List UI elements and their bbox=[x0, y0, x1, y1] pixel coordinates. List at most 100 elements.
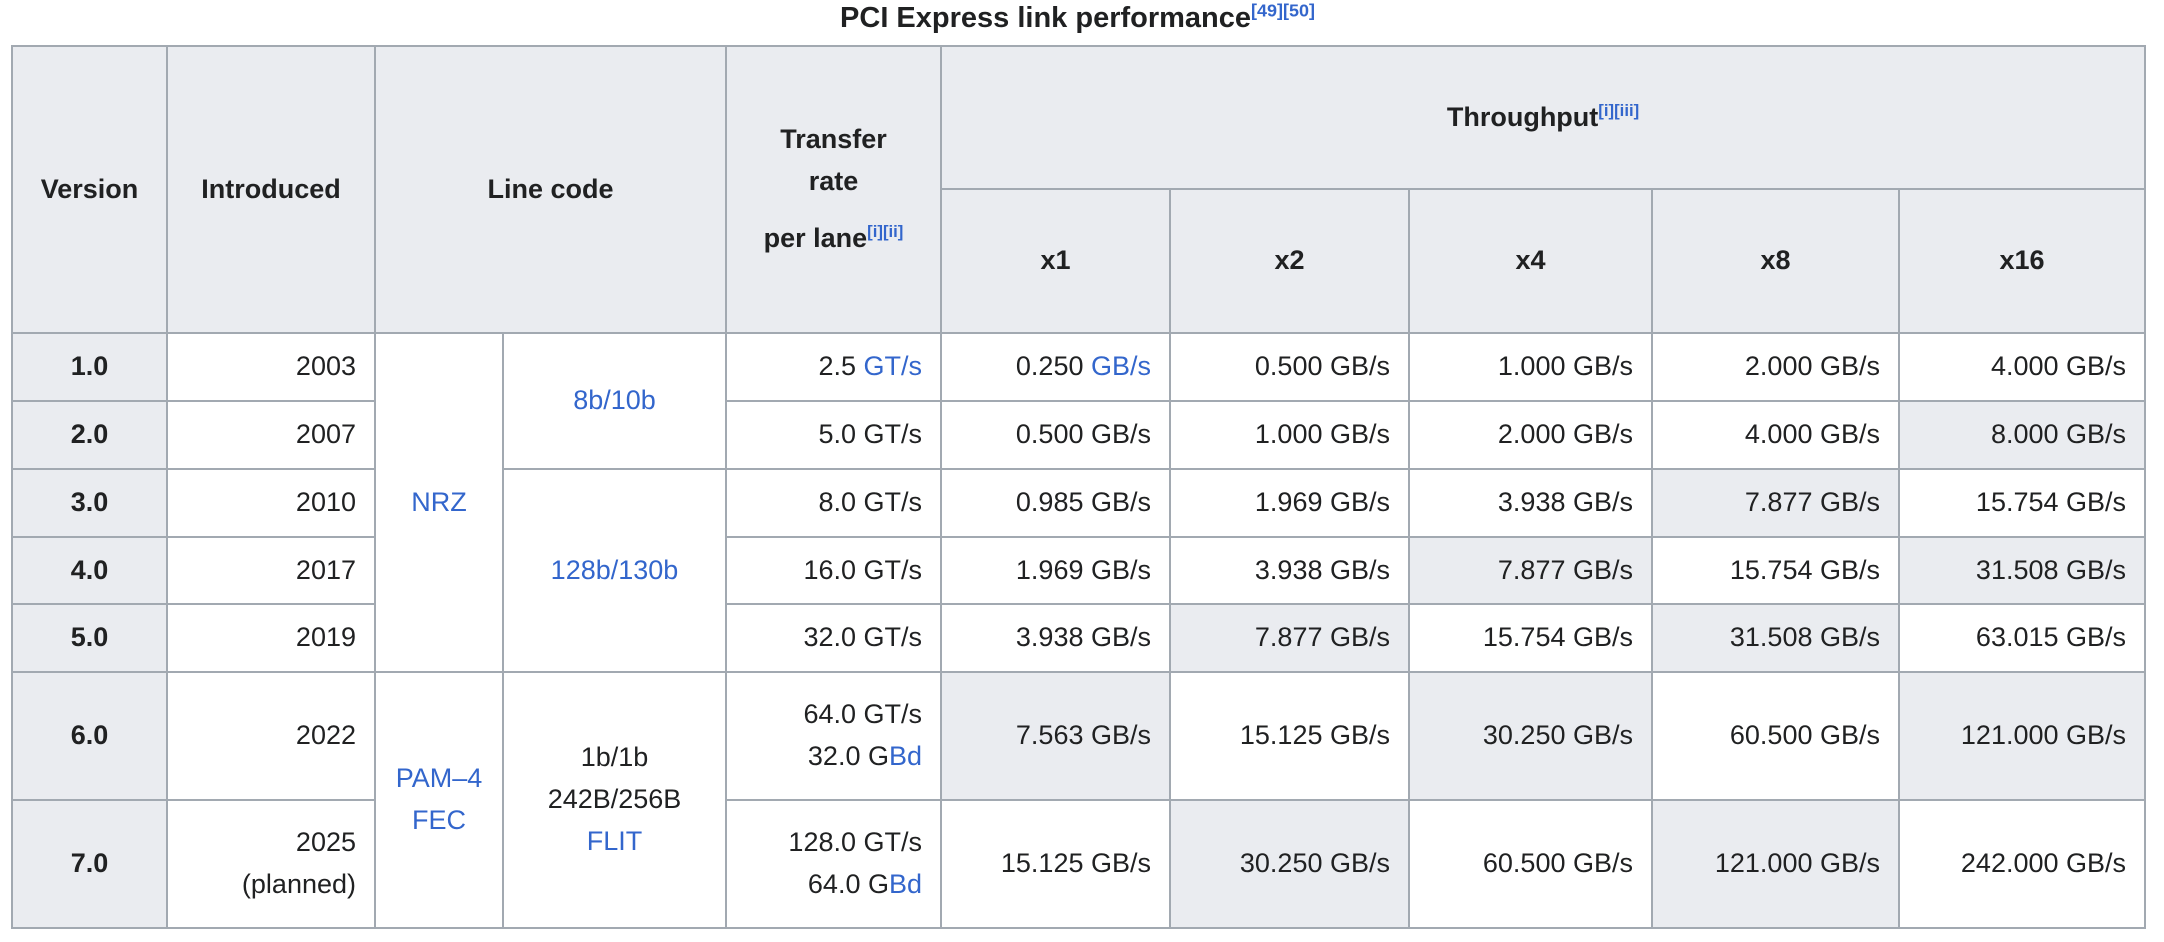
throughput-ref: [iii] bbox=[1614, 101, 1639, 120]
throughput-cell-x2: 30.250 GB/s bbox=[1169, 799, 1410, 930]
throughput-cell-x2: 1.969 GB/s bbox=[1169, 467, 1410, 538]
introduced-cell: 2022 bbox=[166, 671, 376, 802]
table-row-version-2.0: 2.0 2007 5.0 GT/s 0.500 GB/s 1.000 GB/s 2.000… bbox=[11, 399, 2147, 470]
throughput-cell-x16: 15.754 GB/s bbox=[1897, 467, 2147, 538]
throughput-text: 60.500 GB/s bbox=[1482, 848, 1633, 879]
line-code-link[interactable]: 8b/10b bbox=[573, 384, 656, 415]
header-lane-x2: x2 bbox=[1169, 188, 1410, 334]
header-lane-x4: x4 bbox=[1408, 188, 1653, 334]
version-cell: 6.0 bbox=[11, 671, 168, 802]
transfer-rate-ref-link[interactable]: [i] bbox=[867, 222, 883, 242]
throughput-text: 15.125 GB/s bbox=[1239, 720, 1390, 751]
transfer-rate-cell: 32.0 GT/s bbox=[725, 603, 942, 674]
line-code-link[interactable]: 128b/130b bbox=[550, 554, 679, 585]
transfer-rate-cell: 8.0 GT/s bbox=[725, 467, 942, 538]
title-ref-link[interactable]: [50] bbox=[1283, 0, 1315, 21]
throughput-ref-link[interactable]: [iii] bbox=[1614, 100, 1640, 120]
table-title-refs: [49][50] bbox=[1251, 0, 1315, 34]
throughput-text: 2.000 GB/s bbox=[1497, 418, 1633, 449]
throughput-text: 2.000 GB/s bbox=[1744, 351, 1880, 381]
throughput-cell-x8: 15.754 GB/s bbox=[1651, 535, 1900, 606]
throughput-cell-x1: 15.125 GB/s bbox=[940, 799, 1171, 930]
throughput-text: 15.754 GB/s bbox=[1729, 554, 1880, 585]
line-code-cell: NRZ bbox=[374, 331, 504, 674]
line-code-cell: 8b/10b bbox=[502, 332, 727, 470]
throughput-text: 1.969 GB/s bbox=[1015, 554, 1151, 585]
throughput-cell-x16: 121.000 GB/s bbox=[1897, 671, 2147, 802]
throughput-text: 15.754 GB/s bbox=[1975, 486, 2127, 517]
transfer-rate-link[interactable]: GT/s bbox=[863, 351, 923, 381]
throughput-cell-x8: 2.000 GB/s bbox=[1651, 332, 1900, 402]
throughput-cell-x16: 31.508 GB/s bbox=[1897, 535, 2147, 606]
throughput-text: 30.250 GB/s bbox=[1482, 720, 1633, 751]
throughput-cell-x16: 4.000 GB/s bbox=[1897, 332, 2147, 402]
header-introduced: Introduced bbox=[166, 45, 376, 334]
throughput-cell-x8: 4.000 GB/s bbox=[1651, 399, 1900, 470]
line-code-link[interactable]: PAM–4 FEC bbox=[395, 763, 483, 836]
throughput-ref-link[interactable]: [i] bbox=[1598, 100, 1615, 120]
throughput-cell-x1: 0.985 GB/s bbox=[940, 467, 1171, 538]
transfer-rate-ref: [ii] bbox=[883, 222, 903, 241]
throughput-link[interactable]: GB/s bbox=[1090, 351, 1151, 381]
header-line-code: Line code bbox=[374, 45, 727, 334]
throughput-refs: [i][iii] bbox=[1598, 102, 1639, 132]
throughput-text: 31.508 GB/s bbox=[1729, 622, 1880, 653]
introduced-cell: 2010 bbox=[166, 467, 376, 538]
throughput-cell-x4: 15.754 GB/s bbox=[1408, 603, 1653, 674]
table-row-version-7.0: 7.0 2025 (planned) 128.0 GT/s 64.0 GBd 15.12… bbox=[11, 799, 2147, 930]
table-row-version-6.0: 6.0 2022 PAM–4 FEC 1b/1b 242B/256B FLIT 64.0… bbox=[11, 671, 2147, 930]
transfer-rate-label-line2: per lane[i][ii] bbox=[759, 218, 909, 260]
throughput-text: 60.500 GB/s bbox=[1729, 720, 1880, 751]
transfer-rate-cell: 128.0 GT/s 64.0 GBd bbox=[725, 799, 942, 930]
line-code-link[interactable]: FLIT bbox=[586, 826, 643, 857]
throughput-text: 7.877 GB/s bbox=[1497, 554, 1633, 585]
transfer-rate-label-line1: Transfer rate bbox=[780, 123, 887, 196]
throughput-cell-x16: 63.015 GB/s bbox=[1897, 603, 2147, 674]
throughput-text: 121.000 GB/s bbox=[1714, 848, 1880, 879]
throughput-cell-x1: 7.563 GB/s bbox=[940, 671, 1171, 802]
transfer-rate-text: 8.0 GT/s bbox=[818, 486, 922, 517]
transfer-rate-text: 64.0 GT/s bbox=[803, 699, 922, 730]
transfer-rate-cell: 5.0 GT/s bbox=[725, 399, 942, 470]
article-content: PCI Express link performance[49][50] Ver… bbox=[11, 0, 2147, 930]
title-ref: [50] bbox=[1283, 0, 1315, 20]
throughput-cell-x1: 1.969 GB/s bbox=[940, 535, 1171, 606]
transfer-rate-text: 5.0 GT/s bbox=[818, 418, 922, 449]
table-header: Version Introduced Line code Transfer ra… bbox=[11, 45, 2147, 334]
header-throughput: Throughput[i][iii] bbox=[939, 45, 2147, 190]
transfer-rate-text: 64.0 G bbox=[807, 869, 889, 900]
throughput-text: 0.500 GB/s bbox=[1015, 418, 1151, 449]
header-lane-x16: x16 bbox=[1897, 188, 2147, 334]
throughput-text: 7.563 GB/s bbox=[1015, 720, 1151, 751]
pcie-link-performance-table: Version Introduced Line code Transfer ra… bbox=[11, 45, 2147, 930]
throughput-cell-x4: 60.500 GB/s bbox=[1408, 799, 1653, 930]
throughput-text: 4.000 GB/s bbox=[1990, 351, 2127, 381]
line-code-link[interactable]: NRZ bbox=[411, 486, 467, 517]
throughput-text: 15.125 GB/s bbox=[1000, 848, 1151, 879]
throughput-cell-x4: 3.938 GB/s bbox=[1408, 467, 1653, 538]
throughput-cell-x2: 0.500 GB/s bbox=[1169, 332, 1410, 402]
header-lane-x1: x1 bbox=[940, 188, 1171, 334]
throughput-text: 15.754 GB/s bbox=[1482, 622, 1633, 653]
header-version: Version bbox=[11, 45, 168, 334]
header-lane-x8: x8 bbox=[1651, 188, 1900, 334]
transfer-rate-cell: 2.5 GT/s bbox=[725, 332, 942, 402]
version-cell: 1.0 bbox=[11, 332, 168, 402]
version-cell: 7.0 bbox=[11, 799, 168, 930]
throughput-cell-x1: 3.938 GB/s bbox=[940, 603, 1171, 674]
throughput-text: 7.877 GB/s bbox=[1254, 622, 1390, 653]
throughput-cell-x2: 15.125 GB/s bbox=[1169, 671, 1410, 802]
throughput-ref: [i] bbox=[1598, 101, 1614, 120]
throughput-text: 121.000 GB/s bbox=[1960, 720, 2127, 751]
title-ref-link[interactable]: [49] bbox=[1251, 0, 1283, 21]
introduced-cell: 2019 bbox=[166, 603, 376, 674]
transfer-rate-link[interactable]: Bd bbox=[888, 869, 922, 900]
throughput-cell-x8: 60.500 GB/s bbox=[1651, 671, 1900, 802]
transfer-rate-ref-link[interactable]: [ii] bbox=[882, 222, 904, 242]
version-cell: 4.0 bbox=[11, 535, 168, 606]
throughput-cell-x4: 30.250 GB/s bbox=[1408, 671, 1653, 802]
introduced-cell: 2003 bbox=[166, 332, 376, 402]
transfer-rate-link[interactable]: Bd bbox=[888, 741, 922, 772]
line-code-cell: PAM–4 FEC bbox=[374, 671, 504, 930]
table-row-version-1.0: 1.0 2003 NRZ 8b/10b 2.5 GT/s 0.250 GB/s 0.500 … bbox=[11, 331, 2147, 674]
